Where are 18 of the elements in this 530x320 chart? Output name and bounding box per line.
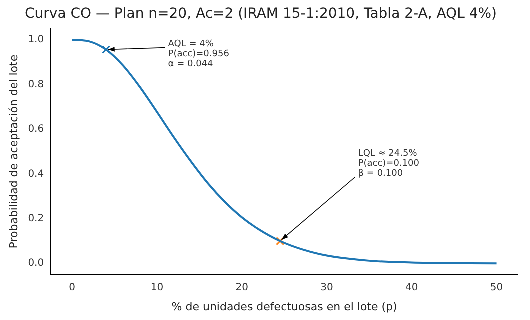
annotation: AQL = 4% P(acc)=0.956 α = 0.044 bbox=[168, 40, 230, 70]
x-tick-label: 50 bbox=[490, 282, 504, 294]
x-tick-label: 20 bbox=[236, 282, 248, 294]
y-tick-label: 0.6 bbox=[28, 124, 44, 136]
y-tick-label: 1.0 bbox=[28, 34, 44, 46]
x-tick-label: 10 bbox=[150, 282, 164, 294]
y-tick-label: 0.2 bbox=[28, 213, 44, 224]
x-tick-label: 30 bbox=[320, 282, 334, 294]
annotation: LQL ≈ 24.5% P(acc)=0.100 β = 0.100 bbox=[358, 149, 420, 180]
y-tick-label: 0.4 bbox=[28, 168, 44, 180]
x-tick-label: 0 bbox=[69, 282, 76, 294]
y-tick-label: 0.8 bbox=[28, 79, 44, 90]
x-tick-label: 40 bbox=[406, 282, 418, 294]
chart-title: Curva CO — Plan n=20, Ac=2 (IRAM 15-1:2010, Tabla 2-A, AQL 4%) bbox=[25, 6, 497, 22]
y-axis-title: Probabilidad de aceptación del lote bbox=[7, 54, 20, 249]
x-axis-title: % de unidades defectuosas en el lote (p) bbox=[172, 300, 398, 314]
y-tick-label: 0.0 bbox=[28, 258, 44, 270]
line-series bbox=[71, 38, 498, 265]
